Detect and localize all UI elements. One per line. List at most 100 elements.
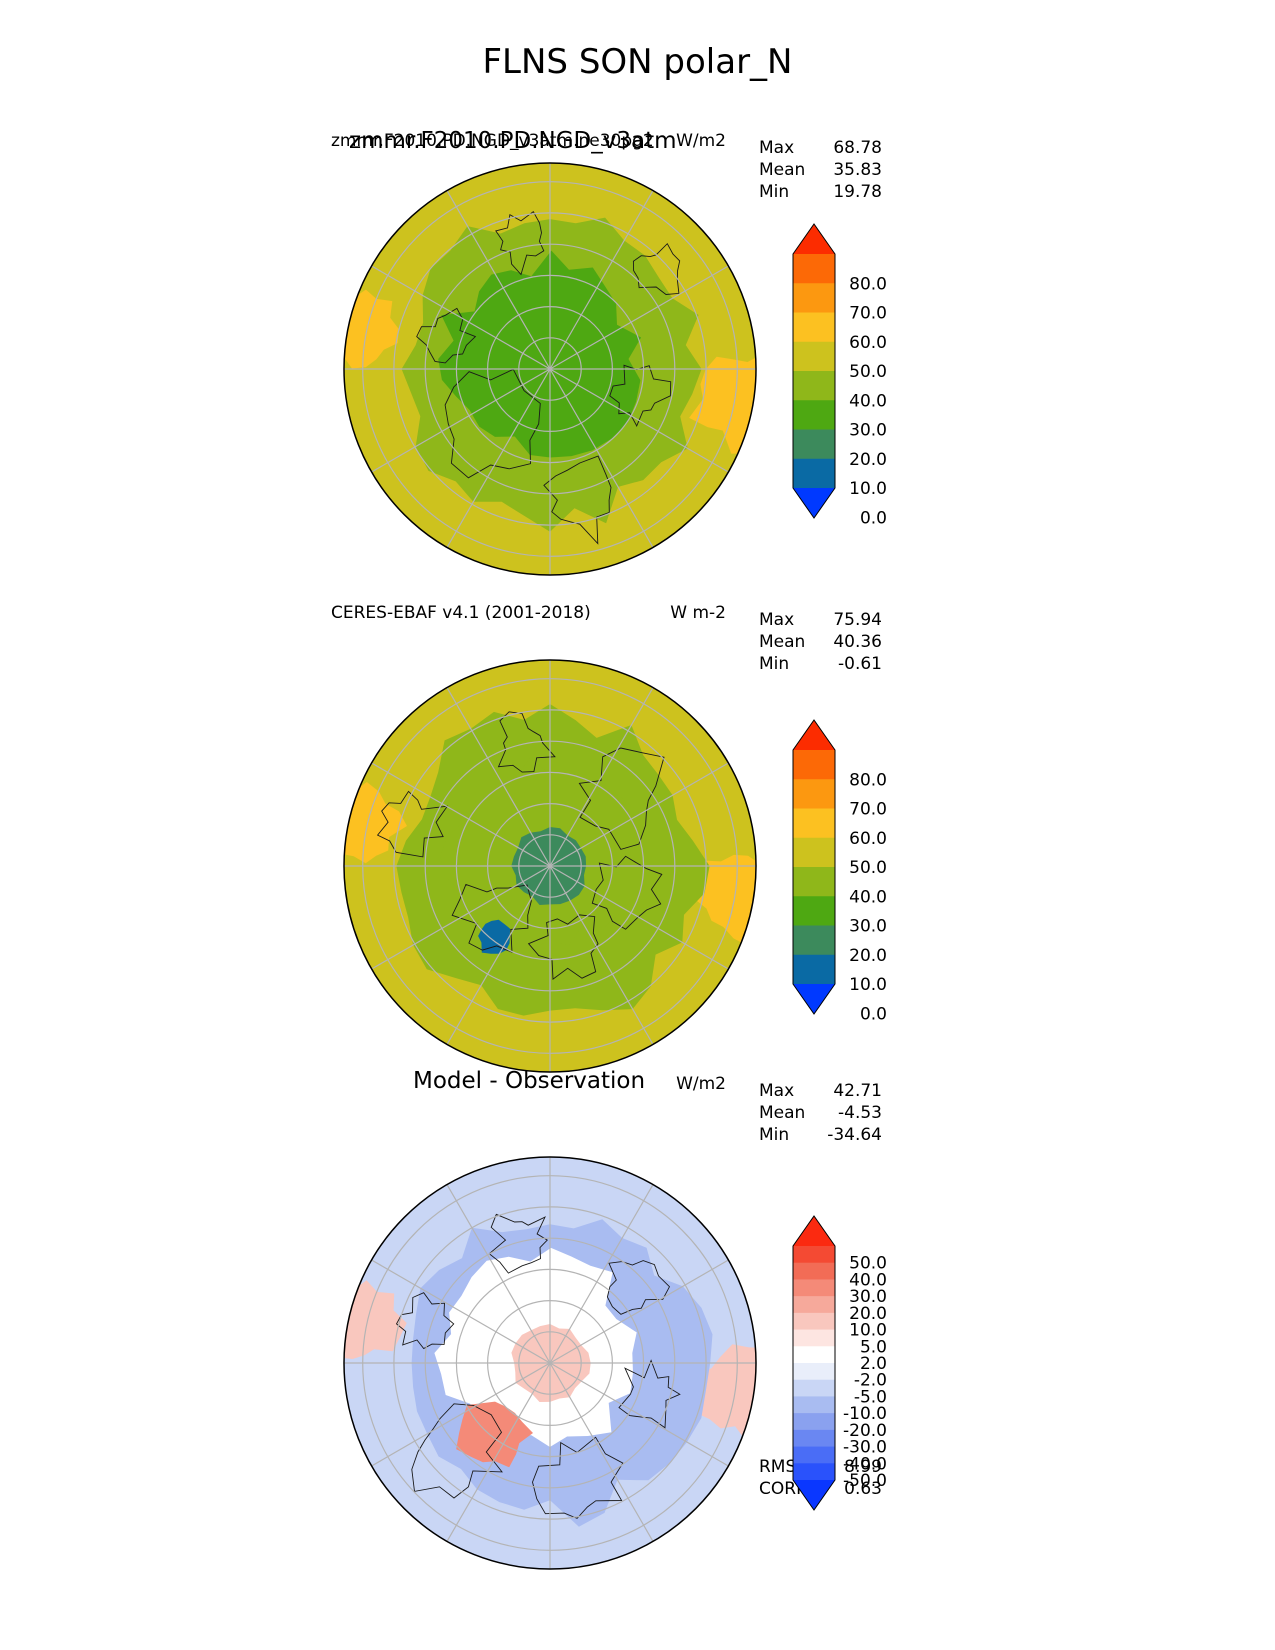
meridian-line (371, 368, 551, 473)
meridian-line (446, 687, 551, 867)
colorbar-tick-label: 70.0 (849, 304, 887, 324)
coastline (395, 1292, 455, 1350)
panel-1-units: W/m2 (676, 131, 726, 151)
colorbar-arrow-low (793, 1480, 835, 1510)
colorbar-tick-label: -50.0 (843, 1471, 887, 1491)
colorbar-segment (793, 1296, 835, 1314)
stat-label: Mean (759, 1103, 806, 1123)
meridian-line (549, 865, 729, 970)
stat-value: 68.78 (833, 138, 882, 158)
meridian-line (371, 762, 551, 867)
meridian-line (549, 762, 729, 867)
stat-value: 75.94 (833, 610, 882, 630)
colorbar-tick-label: 5.0 (860, 1337, 887, 1357)
colorbar-tick-label: 20.0 (849, 946, 887, 966)
coastline (543, 455, 612, 545)
coastline (618, 1359, 681, 1429)
meridian-line (446, 1362, 551, 1542)
colorbar-segment (793, 1262, 835, 1280)
panel-1-map (343, 162, 757, 576)
colorbar-tick-label: 30.0 (849, 917, 887, 937)
meridian-line (371, 265, 551, 370)
colorbar-tick-label: 40.0 (849, 391, 887, 411)
map-boundary (343, 1156, 757, 1570)
stat-value: 35.83 (833, 160, 882, 180)
colorbar-arrow-low (793, 488, 835, 518)
colorbar-tick-label: 40.0 (849, 1270, 887, 1290)
coastline (376, 790, 449, 858)
stat-label: Min (759, 1125, 790, 1145)
colorbar-tick-label: 10.0 (849, 1321, 887, 1341)
colorbar-tick-label: 50.0 (849, 362, 887, 382)
coastline (578, 747, 665, 850)
meridian-line (549, 265, 729, 370)
colorbar-segment (793, 458, 835, 489)
panel-2-colorbar: 80.0 70.0 60.0 50.0 40.0 30.0 20.0 10.0 0.0 (792, 719, 887, 1024)
colorbar-segment (793, 1379, 835, 1397)
colorbar-segment (793, 312, 835, 343)
map-field (344, 660, 756, 1072)
panel-3-title: Model - Observation (413, 1068, 646, 1094)
meridian-line (371, 1259, 551, 1364)
stat-label: Mean (759, 160, 806, 180)
stat-label: Mean (759, 632, 806, 652)
colorbar-segment (793, 254, 835, 284)
panel-3-colorbar: 50.040.030.020.010.05.02.0-2.0-5.0-10.0-… (792, 1215, 887, 1511)
meridian-line (549, 687, 654, 867)
coastline (411, 1403, 503, 1499)
colorbar-segment (793, 1429, 835, 1448)
colorbar-tick-label: -5.0 (854, 1387, 887, 1407)
colorbar-tick-label: 40.0 (849, 887, 887, 907)
colorbar-outline (792, 719, 836, 1015)
colorbar-segment (793, 1329, 835, 1347)
warm-edge-patch (691, 854, 756, 947)
colorbar-tick-label: 50.0 (849, 858, 887, 878)
map-low-patch (478, 919, 511, 954)
meridian-line (446, 1184, 551, 1364)
meridian-line (371, 865, 551, 970)
colorbar-tick-label: 20.0 (849, 450, 887, 470)
colorbar-tick-label: 0.0 (860, 1004, 887, 1024)
coastline (606, 1260, 671, 1315)
colorbar-segment (793, 1446, 835, 1464)
colorbar-arrow-high (793, 1216, 835, 1246)
stat-value: -0.61 (838, 654, 882, 674)
panel-1-title-overlap: zmmr.F2010.PD.NGD_v3atm.ne30pg2 (331, 131, 654, 151)
warm-edge-patch (344, 1280, 407, 1359)
map-boundary (343, 659, 757, 1073)
stat-label: Max (759, 1081, 795, 1101)
colorbar-tick-label: 20.0 (849, 1304, 887, 1324)
colorbar-tick-label: -40.0 (843, 1454, 887, 1474)
panel-1-title: zmmr.F2010.PD.NGD_v3atm (349, 128, 677, 154)
colorbar-segment (793, 1463, 835, 1481)
colorbar-tick-label: 2.0 (860, 1354, 887, 1374)
colorbar-segment (793, 896, 835, 926)
colorbar-tick-label: 60.0 (849, 333, 887, 353)
colorbar-tick-label: -10.0 (843, 1404, 887, 1424)
meridian-line (371, 1362, 551, 1467)
warm-edge-patch (344, 289, 399, 369)
meridian-line (549, 865, 654, 1045)
colorbar-segment (793, 779, 835, 809)
meridian-line (549, 1184, 654, 1364)
colorbar-arrow-high (793, 224, 835, 254)
stat-value: 42.71 (833, 1081, 882, 1101)
warm-edge-patch (344, 782, 407, 864)
panel-3-stats: Max 42.71 Mean -4.53 Min -34.64 (759, 1080, 882, 1150)
colorbar-segment (793, 1246, 835, 1264)
colorbar-segment (793, 1312, 835, 1331)
panel-3-units: W/m2 (676, 1074, 726, 1094)
stat-label: Max (759, 610, 795, 630)
colorbar-outline (792, 223, 836, 519)
colorbar-segment (793, 429, 835, 460)
coastline (527, 914, 599, 980)
figure-title: FLNS SON polar_N (482, 42, 793, 82)
coastline (591, 855, 663, 930)
colorbar-segment (793, 867, 835, 897)
colorbar-segment (793, 925, 835, 956)
panel-3-map (343, 1156, 757, 1570)
stat-label: Min (759, 654, 790, 674)
colorbar-segment (793, 1413, 835, 1431)
panel-2-units: W m-2 (670, 603, 726, 623)
coastline (495, 211, 545, 276)
